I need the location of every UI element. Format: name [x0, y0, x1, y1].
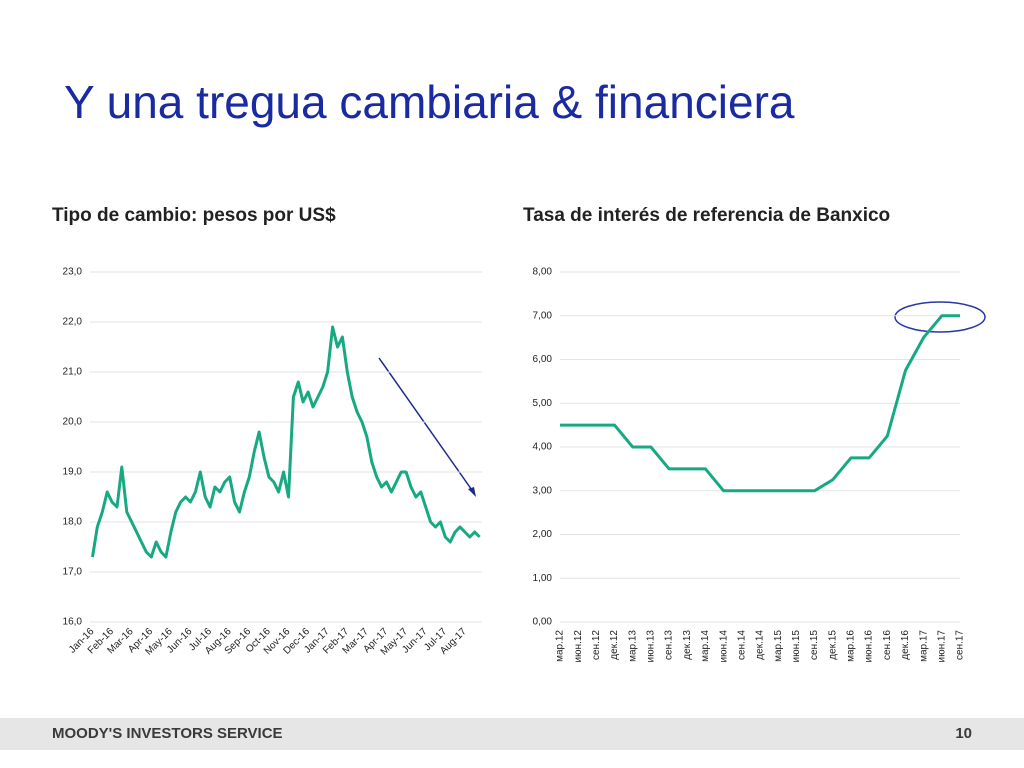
- y-tick-label: 4,00: [533, 442, 553, 453]
- x-tick-label: июн.13: [646, 630, 657, 663]
- y-tick-label: 19,0: [63, 467, 83, 478]
- y-tick-label: 8,00: [533, 267, 553, 278]
- highlight-ellipse: [894, 301, 986, 333]
- y-tick-label: 5,00: [533, 398, 553, 409]
- footer-band: [0, 718, 1024, 750]
- chart-title: Tasa de interés de referencia de Banxico: [523, 205, 890, 226]
- x-tick-label: сен.17: [955, 630, 966, 660]
- arrow-head: [468, 487, 476, 497]
- x-tick-label: сен.13: [664, 630, 675, 660]
- y-tick-label: 3,00: [533, 485, 553, 496]
- x-tick-label: дек.14: [755, 630, 766, 660]
- x-tick-label: июн.15: [791, 630, 802, 663]
- x-tick-label: сен.12: [591, 630, 602, 660]
- slide-title: Y una tregua cambiaria & financiera: [64, 76, 795, 128]
- x-tick-label: сен.15: [809, 630, 820, 660]
- data-line: [560, 314, 960, 493]
- y-tick-label: 1,00: [533, 573, 553, 584]
- x-tick-label: июн.17: [936, 630, 947, 663]
- y-tick-label: 21,0: [63, 367, 83, 378]
- x-tick-label: июн.16: [864, 630, 875, 663]
- y-tick-label: 2,00: [533, 529, 553, 540]
- x-tick-label: сен.16: [882, 630, 893, 660]
- x-tick-label: дек.13: [682, 630, 693, 660]
- data-line: [91, 325, 481, 559]
- x-tick-label: дек.15: [827, 630, 838, 660]
- y-tick-label: 23,0: [63, 267, 83, 278]
- x-tick-label: мар.16: [846, 630, 857, 662]
- trend-arrow: [378, 357, 475, 494]
- y-tick-label: 20,0: [63, 417, 83, 428]
- x-tick-label: дек.12: [609, 630, 620, 660]
- x-tick-label: июн.12: [573, 630, 584, 663]
- y-tick-label: 0,00: [533, 617, 553, 628]
- x-tick-label: дек.16: [900, 630, 911, 660]
- x-tick-label: мар.14: [700, 630, 711, 662]
- y-tick-label: 17,0: [63, 567, 83, 578]
- y-tick-label: 7,00: [533, 310, 553, 321]
- footer-text: MOODY'S INVESTORS SERVICE: [52, 725, 283, 742]
- x-tick-label: мар.12: [555, 630, 566, 662]
- chart-title: Tipo de cambio: pesos por US$: [52, 205, 336, 226]
- y-tick-label: 18,0: [63, 517, 83, 528]
- x-tick-label: сен.14: [736, 630, 747, 660]
- x-tick-label: июн.14: [718, 630, 729, 663]
- y-tick-label: 16,0: [63, 617, 83, 628]
- x-tick-label: мар.15: [773, 630, 784, 662]
- x-tick-label: мар.17: [918, 630, 929, 662]
- x-tick-label: мар.13: [627, 630, 638, 662]
- y-tick-label: 6,00: [533, 354, 553, 365]
- y-tick-label: 22,0: [63, 317, 83, 328]
- page-number: 10: [955, 725, 972, 742]
